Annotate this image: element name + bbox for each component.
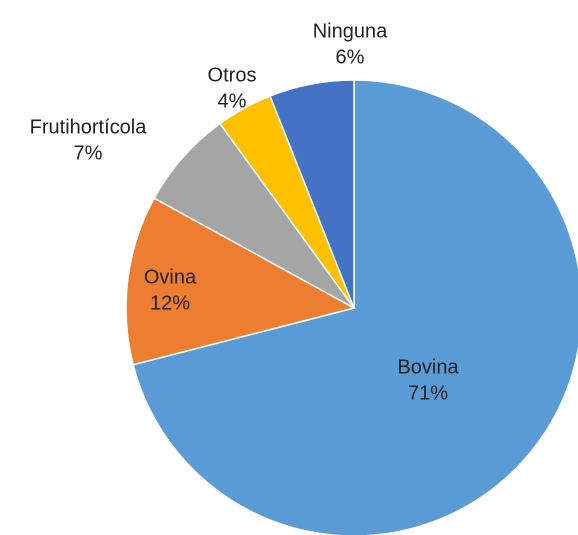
slice-label: Ninguna: [313, 20, 388, 42]
pie-slice: [132, 79, 578, 535]
slice-value-label: 4%: [218, 90, 247, 112]
slice-value-label: 12%: [150, 292, 190, 314]
slice-label: Frutihortícola: [30, 116, 148, 138]
slice-label: Otros: [208, 64, 257, 86]
slice-value-label: 71%: [408, 382, 448, 404]
pie-slice: [125, 197, 357, 366]
slice-value-label: 6%: [336, 46, 365, 68]
pie-slice: [269, 79, 355, 309]
slice-label: Bovina: [397, 356, 459, 378]
slice-label: Ovina: [144, 266, 197, 288]
slice-value-label: 7%: [74, 142, 103, 164]
